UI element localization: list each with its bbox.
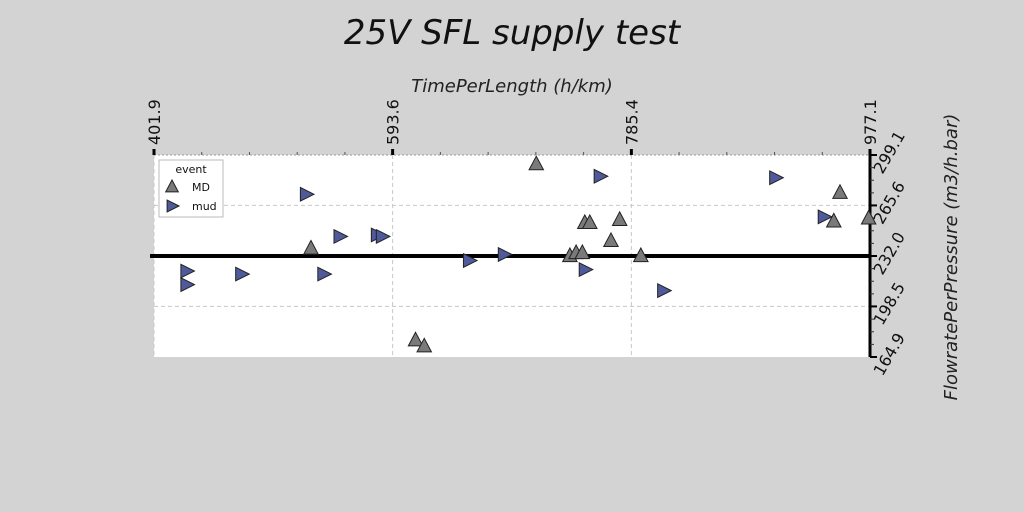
legend-marker — [164, 178, 180, 193]
x-tick-label: 977.1 — [861, 99, 880, 145]
legend-items: MD mud — [164, 178, 217, 213]
triangle-up-point — [574, 243, 591, 260]
triangle-right-point — [180, 276, 196, 293]
triangle-right-point — [375, 228, 392, 245]
triangle-right-point — [333, 228, 349, 245]
x-tick-label: 785.4 — [622, 99, 641, 145]
data-points — [180, 155, 877, 353]
triangle-right-point — [235, 266, 251, 282]
y-tick-label: 265.6 — [870, 178, 909, 227]
x-tick-label: 401.9 — [145, 99, 164, 145]
triangle-up-point — [611, 210, 628, 226]
legend-label: MD — [192, 181, 210, 194]
triangle-up-point — [302, 239, 319, 255]
triangle-right-point — [299, 186, 316, 202]
legend-title: event — [175, 163, 207, 176]
triangle-right-point — [578, 261, 594, 278]
triangle-up-point — [528, 155, 545, 171]
triangle-right-point — [817, 209, 833, 225]
chart-title: 25V SFL supply test — [344, 13, 682, 53]
triangle-up-point — [831, 183, 849, 199]
triangle-right-point — [593, 168, 609, 184]
legend: event MD mud — [158, 159, 224, 218]
y-tick-label: 198.5 — [870, 279, 909, 328]
triangle-right-point — [317, 266, 333, 282]
triangle-up-point — [407, 331, 424, 347]
legend-label: mud — [192, 200, 217, 213]
triangle-right-point — [180, 263, 196, 279]
triangle-up-point — [581, 213, 598, 229]
triangle-up-point — [416, 337, 433, 353]
legend-marker — [166, 199, 181, 213]
series-mud — [180, 168, 833, 299]
x-axis-label: TimePerLength (h/km) — [411, 76, 613, 97]
triangle-up-point — [860, 209, 877, 225]
series-md — [302, 155, 877, 353]
triangle-right-point — [769, 170, 785, 186]
y-axis-label: FlowratePerPressure (m3/h.bar) — [941, 114, 962, 401]
y-tick-label: 164.9 — [870, 330, 909, 379]
triangle-up-point — [602, 231, 619, 248]
triangle-up-point — [632, 246, 649, 263]
triangle-up-point — [825, 212, 842, 228]
y-tick-label: 232.0 — [870, 229, 909, 278]
x-tick-label: 593.6 — [384, 99, 403, 145]
triangle-right-point — [462, 252, 479, 269]
triangle-right-point — [657, 283, 673, 299]
triangle-right-point — [497, 246, 514, 263]
